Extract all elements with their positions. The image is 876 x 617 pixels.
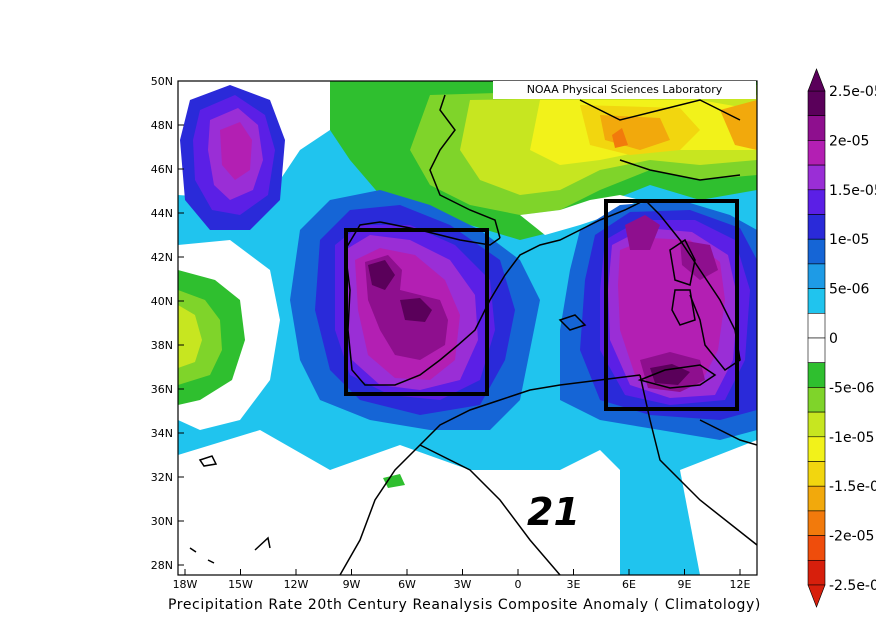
y-tick-label: 32N [151,471,173,484]
y-tick-label: 42N [151,251,173,264]
x-axis: 18W 15W 12W 9W 6W 3W 0 3E 6E 9E 12E [173,569,751,591]
colorbar-segment [807,189,826,215]
y-axis: 50N 48N 46N 44N 42N 40N 38N 36N 34N 32N 30N 28N [151,75,184,572]
colorbar-segment [807,461,826,487]
plot-frame [177,80,758,576]
colorbar-segment [807,387,826,413]
x-tick-label: 0 [515,578,522,591]
colorbar-segment [807,535,826,561]
colorbar-segment [807,214,826,240]
colorbar-label: 5e-06 [829,282,869,298]
italy-box [604,199,739,411]
y-tick-label: 40N [151,295,173,308]
colorbar-segment [807,485,826,512]
y-tick-label: 38N [151,339,173,352]
colorbar-segment [807,510,826,536]
x-tick-label: 9E [678,578,692,591]
colorbar-label: 1e-05 [829,232,869,248]
colorbar-label: -1.5e-05 [829,479,876,495]
colorbar-segment [807,312,826,339]
colorbar-label: -1e-05 [829,430,874,446]
colorbar-label: 2.5e-05 [829,84,876,100]
x-tick-label: 9W [343,578,361,591]
colorbar-bottom-arrow [807,584,826,608]
colorbar-segment [807,164,826,191]
colorbar-label: 0 [829,331,838,347]
colorbar-segment [807,115,826,141]
x-tick-label: 6W [398,578,416,591]
iberia-box [344,228,489,396]
y-tick-label: 34N [151,427,173,440]
colorbar-segment [807,238,826,265]
y-tick-label: 28N [151,559,173,572]
colorbar-segment [807,140,826,166]
x-tick-label: 18W [173,578,198,591]
colorbar-segment [807,362,826,388]
coastlines [189,94,757,575]
colorbar-segment [807,436,826,462]
colorbar-label: 1.5e-05 [829,183,876,199]
figure-caption: Precipitation Rate 20th Century Reanalys… [168,597,761,613]
x-tick-label: 3W [454,578,472,591]
y-tick-label: 46N [151,163,173,176]
x-tick-label: 12W [284,578,309,591]
colorbar-label: -2e-05 [829,529,874,545]
colorbar-segment [807,559,826,586]
y-tick-label: 44N [151,207,173,220]
colorbar-segment [807,90,826,117]
colorbar: 2.5e-05 2e-05 1.5e-05 1e-05 5e-06 0 -5e-06 -1e-… [807,68,876,608]
colorbar-label: 2e-05 [829,133,869,149]
colorbar-segment [807,263,826,289]
colorbar-label: -2.5e-05 [829,578,876,594]
x-tick-label: 15W [228,578,253,591]
y-tick-label: 36N [151,383,173,396]
colorbar-segment [807,411,826,438]
colorbar-segment [807,288,826,314]
x-tick-label: 12E [730,578,751,591]
y-tick-label: 50N [151,75,173,88]
y-tick-label: 30N [151,515,173,528]
x-tick-label: 6E [622,578,636,591]
colorbar-segment [807,337,826,364]
colorbar-label: -5e-06 [829,380,875,396]
y-tick-label: 48N [151,119,173,132]
anomaly-field [178,81,757,575]
colorbar-top-arrow [807,68,826,92]
credit-label: NOAA Physical Sciences Laboratory [493,81,756,99]
panel-number: 21 [527,490,580,534]
x-tick-label: 3E [567,578,581,591]
